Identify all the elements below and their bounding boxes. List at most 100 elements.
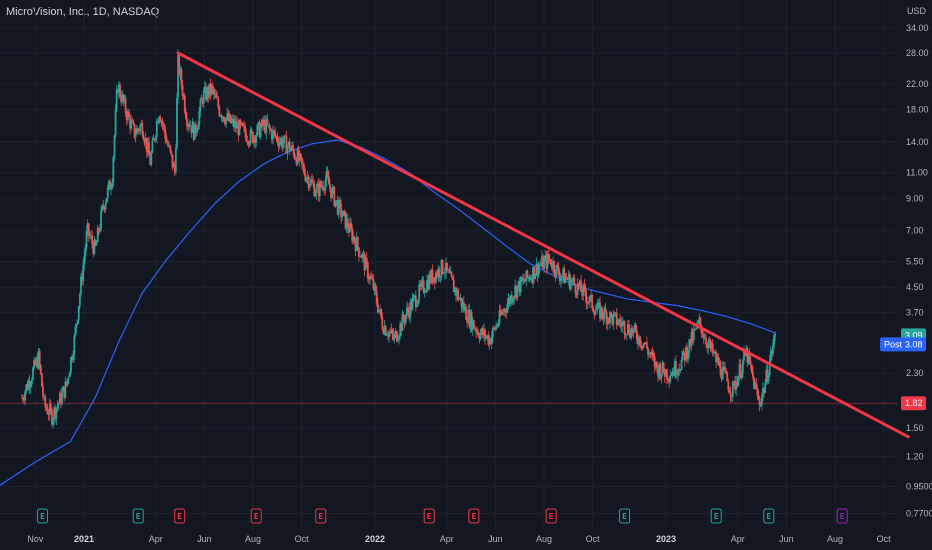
candle bbox=[120, 90, 123, 107]
candle bbox=[80, 273, 82, 297]
candle bbox=[587, 297, 590, 305]
candle bbox=[78, 291, 81, 310]
candle bbox=[623, 320, 626, 340]
candle bbox=[542, 253, 544, 270]
candle bbox=[693, 326, 696, 332]
candle bbox=[570, 276, 572, 292]
earnings-event-icon[interactable]: E bbox=[763, 508, 775, 524]
candle bbox=[288, 137, 291, 155]
candle bbox=[465, 304, 467, 320]
candle bbox=[484, 328, 486, 345]
candle bbox=[683, 353, 686, 367]
candle bbox=[564, 273, 567, 284]
candle bbox=[277, 137, 280, 153]
candle bbox=[212, 87, 215, 100]
candle bbox=[555, 264, 558, 279]
candle bbox=[152, 134, 155, 141]
candle bbox=[68, 371, 71, 378]
candle bbox=[764, 379, 767, 394]
candle bbox=[122, 93, 125, 107]
candle bbox=[682, 348, 685, 356]
candle bbox=[456, 287, 459, 301]
candle bbox=[272, 125, 274, 145]
candle bbox=[753, 376, 755, 390]
candle bbox=[417, 298, 419, 307]
candle bbox=[73, 333, 76, 362]
earnings-event-icon[interactable]: E bbox=[37, 508, 49, 524]
earnings-event-icon[interactable]: E bbox=[468, 508, 480, 524]
event-letter: E bbox=[177, 512, 182, 521]
x-axis[interactable]: Nov 2021 Apr Jun Aug Oct 2022 Apr Jun Aug Oct 2023 A… bbox=[27, 534, 891, 544]
candle bbox=[29, 380, 32, 394]
candle bbox=[470, 309, 473, 333]
candle bbox=[442, 271, 445, 275]
candle bbox=[602, 312, 605, 326]
candle bbox=[505, 307, 508, 319]
candle bbox=[90, 230, 92, 240]
candle bbox=[397, 333, 399, 343]
event-letter: E bbox=[136, 512, 141, 521]
candle bbox=[401, 310, 404, 331]
candle bbox=[149, 151, 152, 166]
candle bbox=[343, 209, 346, 217]
candle bbox=[710, 342, 713, 353]
event-letter: E bbox=[254, 512, 259, 521]
candle bbox=[280, 135, 283, 151]
candle bbox=[507, 292, 510, 311]
earnings-event-icon[interactable]: E bbox=[710, 508, 722, 524]
earnings-event-icon[interactable]: E bbox=[132, 508, 144, 524]
candle bbox=[139, 124, 142, 136]
earnings-event-icon[interactable]: E bbox=[423, 508, 435, 524]
candle bbox=[572, 274, 575, 286]
candle bbox=[91, 230, 94, 249]
candle bbox=[620, 316, 623, 333]
trendline[interactable] bbox=[176, 51, 910, 439]
post-price: 3.08 bbox=[905, 339, 923, 349]
earnings-event-icon[interactable]: E bbox=[315, 508, 327, 524]
candle bbox=[286, 144, 289, 160]
earnings-event-icon[interactable]: E bbox=[836, 508, 848, 524]
candle bbox=[531, 273, 533, 284]
candle bbox=[382, 327, 385, 335]
candle bbox=[201, 97, 204, 107]
candle bbox=[302, 159, 304, 172]
candle bbox=[340, 199, 342, 224]
candle bbox=[608, 317, 610, 324]
candle bbox=[96, 224, 99, 243]
candle bbox=[85, 225, 88, 251]
candle bbox=[718, 357, 721, 368]
candle bbox=[292, 141, 294, 155]
candle bbox=[489, 337, 492, 345]
candle bbox=[384, 324, 387, 336]
candle bbox=[398, 334, 400, 345]
candle bbox=[438, 266, 441, 282]
trendline-segment[interactable] bbox=[176, 51, 910, 439]
candle bbox=[23, 394, 25, 405]
earnings-event-icon[interactable]: E bbox=[174, 508, 186, 524]
candle bbox=[64, 376, 67, 399]
candle bbox=[532, 264, 534, 289]
candle bbox=[144, 131, 147, 150]
candle bbox=[458, 296, 461, 301]
earnings-event-icon[interactable]: E bbox=[250, 508, 262, 524]
candle bbox=[619, 314, 621, 329]
candle bbox=[582, 282, 585, 301]
candle bbox=[626, 320, 629, 336]
candle bbox=[105, 197, 108, 204]
candle bbox=[630, 324, 633, 341]
candle bbox=[494, 327, 496, 332]
earnings-event-icon[interactable]: E bbox=[619, 508, 631, 524]
event-letter: E bbox=[766, 512, 771, 521]
candle bbox=[488, 335, 491, 350]
earnings-event-icon[interactable]: E bbox=[545, 508, 557, 524]
candle bbox=[334, 200, 337, 209]
y-axis[interactable]: 34.00 28.00 22.00 18.00 14.00 11.00 9.00 7.00 5.… bbox=[906, 23, 932, 518]
candle bbox=[102, 199, 105, 211]
candle bbox=[410, 298, 413, 314]
candle bbox=[103, 205, 106, 213]
candle bbox=[647, 346, 649, 360]
candle bbox=[159, 114, 162, 123]
candle bbox=[504, 308, 507, 318]
